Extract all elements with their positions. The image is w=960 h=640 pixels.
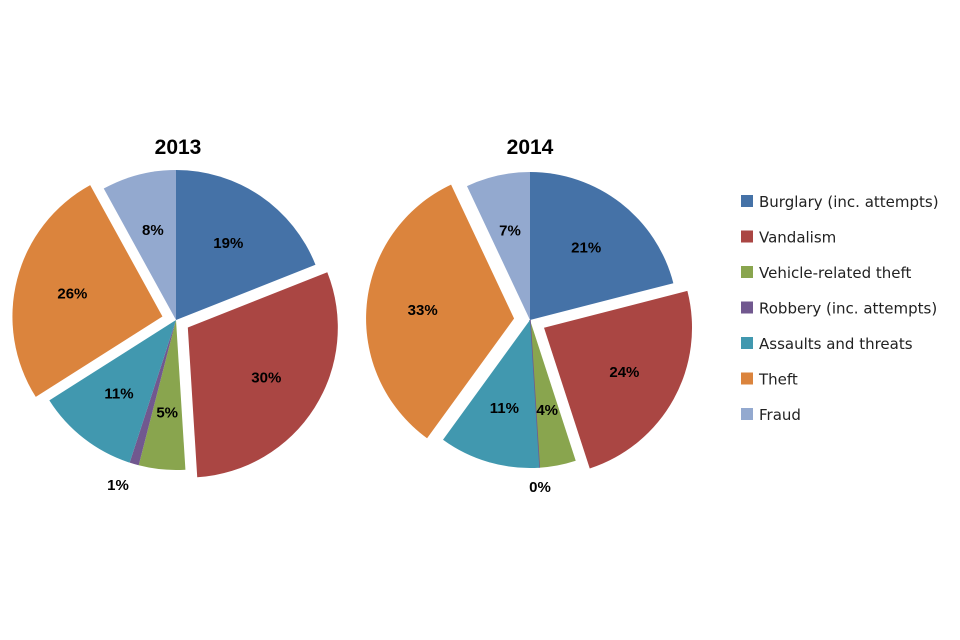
legend-swatch-burglary-inc-attempts (741, 195, 753, 207)
slice-2014-fraud (466, 172, 530, 320)
slice-2013-fraud (103, 170, 176, 320)
data-label-2013-burglary-inc-attempts: 19% (213, 235, 243, 252)
pie-2013-labels: 19% 30% 5% 1% 11% 26% 8% (57, 222, 281, 494)
data-label-2013-vehicle-related-theft: 5% (156, 405, 178, 422)
pie-2014-labels: 21% 24% 4% 0% 11% 33% 7% (408, 222, 640, 496)
data-label-2013-robbery-inc-attempts: 1% (107, 477, 129, 494)
legend-label-vehicle-related-theft: Vehicle-related theft (759, 264, 912, 282)
legend-label-theft: Theft (758, 371, 798, 389)
pie-2013 (12, 170, 338, 478)
data-label-2013-fraud: 8% (142, 222, 164, 239)
data-label-2013-theft: 26% (57, 285, 87, 302)
data-label-2014-fraud: 7% (499, 222, 521, 239)
legend-swatch-theft (741, 372, 753, 385)
slice-2013-theft (12, 185, 163, 397)
legend-swatch-robbery-inc-attempts (741, 301, 753, 314)
legend-label-fraud: Fraud (759, 406, 801, 424)
legend-label-burglary-inc-attempts: Burglary (inc. attempts) (759, 193, 939, 211)
slice-2013-vandalism (187, 272, 338, 478)
legend-swatch-vandalism (741, 230, 753, 243)
legend-swatch-assaults-and-threats (741, 337, 753, 349)
pie-2014 (366, 172, 693, 469)
pie-title-2014: 2014 (507, 136, 554, 159)
slice-2014-theft (366, 184, 515, 439)
data-label-2014-assaults-and-threats: 11% (490, 400, 519, 417)
slice-2014-vandalism (544, 290, 693, 469)
slice-2013-robbery-inc-attempts (129, 320, 176, 466)
data-label-2014-vehicle-related-theft: 4% (536, 402, 558, 419)
pie-title-2013: 2013 (155, 136, 202, 159)
slice-2013-assaults-and-threats (49, 320, 176, 463)
slice-2014-vehicle-related-theft (530, 320, 576, 468)
slice-2014-burglary-inc-attempts (530, 172, 674, 320)
legend-swatch-fraud (741, 408, 753, 420)
legend-label-vandalism: Vandalism (759, 229, 836, 247)
legend-swatch-vehicle-related-theft (741, 266, 753, 278)
slice-2013-vehicle-related-theft (138, 320, 186, 470)
data-label-2014-vandalism: 24% (609, 364, 639, 381)
slice-2014-assaults-and-threats (443, 320, 540, 469)
legend: Burglary (inc. attempts) Vandalism Vehicle… (741, 193, 939, 424)
slice-2013-burglary-inc-attempts (176, 170, 316, 320)
data-label-2014-theft: 33% (408, 302, 438, 319)
data-label-2014-burglary-inc-attempts: 21% (571, 240, 601, 257)
data-label-2013-vandalism: 30% (251, 369, 281, 386)
legend-label-robbery-inc-attempts: Robbery (inc. attempts) (759, 300, 937, 318)
data-label-2014-robbery-inc-attempts: 0% (529, 479, 551, 496)
data-label-2013-assaults-and-threats: 11% (104, 386, 133, 403)
legend-label-assaults-and-threats: Assaults and threats (759, 335, 913, 353)
